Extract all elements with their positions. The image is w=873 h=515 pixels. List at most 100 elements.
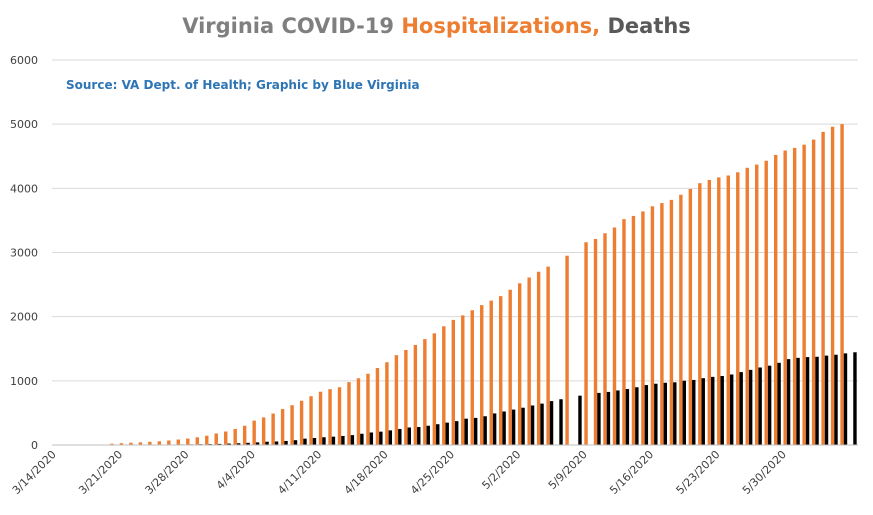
- bar-deaths: [578, 395, 582, 445]
- bar-hospitalizations: [565, 255, 569, 445]
- bar-deaths: [217, 443, 222, 445]
- bar-hospitalizations: [167, 440, 171, 445]
- bar-hospitalizations: [508, 289, 512, 445]
- bar-deaths: [673, 382, 677, 445]
- bar-hospitalizations: [707, 179, 712, 446]
- bar-deaths: [692, 379, 696, 445]
- bar-hospitalizations: [356, 378, 361, 445]
- bar-hospitalizations: [660, 203, 664, 445]
- bar-deaths: [711, 376, 715, 445]
- chart-title-part: Virginia COVID-19: [182, 14, 402, 38]
- y-tick-label: 3000: [10, 247, 38, 260]
- bar-hospitalizations: [110, 443, 114, 445]
- y-tick-label: 2000: [10, 311, 38, 324]
- bar-hospitalizations: [347, 382, 351, 445]
- bar-hospitalizations: [385, 362, 389, 445]
- bar-hospitalizations: [593, 239, 598, 445]
- bar-hospitalizations: [224, 431, 228, 445]
- bar-deaths: [388, 430, 393, 445]
- bar-deaths: [682, 380, 686, 445]
- y-tick-label: 4000: [10, 182, 38, 195]
- bar-hospitalizations: [129, 442, 133, 445]
- bar-hospitalizations: [821, 131, 825, 445]
- bar-deaths: [293, 440, 298, 445]
- bar-hospitalizations: [802, 144, 806, 445]
- bar-hospitalizations: [186, 438, 190, 445]
- bar-deaths: [303, 438, 307, 445]
- bar-hospitalizations: [499, 296, 503, 445]
- bar-hospitalizations: [773, 154, 778, 445]
- bar-hospitalizations: [242, 425, 247, 445]
- bar-hospitalizations: [536, 271, 541, 445]
- bar-hospitalizations: [451, 319, 455, 446]
- chart-title: Virginia COVID-19 Hospitalizations, Deat…: [0, 14, 873, 38]
- bar-deaths: [436, 424, 440, 445]
- bar-deaths: [767, 365, 772, 445]
- bar-hospitalizations: [736, 172, 740, 446]
- bar-hospitalizations: [755, 164, 759, 445]
- bar-hospitalizations: [603, 233, 607, 445]
- bar-deaths: [464, 418, 468, 445]
- bar-hospitalizations: [461, 315, 465, 445]
- bar-deaths: [455, 421, 459, 445]
- bar-deaths: [417, 427, 421, 445]
- bar-deaths: [701, 378, 705, 445]
- bar-hospitalizations: [442, 326, 446, 445]
- bar-hospitalizations: [290, 405, 294, 445]
- bar-hospitalizations: [148, 441, 152, 445]
- bar-hospitalizations: [726, 175, 730, 445]
- bar-hospitalizations: [280, 409, 285, 445]
- bar-hospitalizations: [404, 350, 408, 445]
- bar-deaths: [739, 372, 743, 445]
- bar-hospitalizations: [517, 283, 522, 445]
- bar-hospitalizations: [717, 177, 721, 445]
- bar-deaths: [540, 403, 544, 445]
- bar-hospitalizations: [830, 126, 835, 445]
- bar-deaths: [360, 433, 364, 445]
- bar-deaths: [644, 385, 649, 445]
- bar-deaths: [625, 389, 630, 445]
- y-axis: 0 1000 2000 3000 4000 5000 6000: [10, 54, 38, 452]
- bar-hospitalizations: [366, 373, 370, 445]
- bar-deaths: [331, 436, 336, 445]
- y-tick-label: 5000: [10, 118, 38, 131]
- bar-hospitalizations: [584, 242, 588, 445]
- bar-hospitalizations: [432, 333, 437, 445]
- bar-hospitalizations: [631, 215, 636, 445]
- bar-deaths: [720, 376, 724, 445]
- bar-hospitalizations: [622, 219, 626, 445]
- bar-deaths: [369, 432, 374, 445]
- bar-hospitalizations: [792, 147, 797, 445]
- x-tick-label: 4/18/2020: [342, 448, 391, 497]
- x-tick-label: 5/9/2020: [546, 448, 590, 492]
- bar-deaths: [663, 382, 668, 445]
- bar-hospitalizations: [698, 183, 702, 445]
- bar-deaths: [483, 416, 487, 445]
- bar-hospitalizations: [423, 339, 427, 446]
- bar-deaths: [407, 427, 411, 445]
- x-tick-label: 4/4/2020: [214, 448, 258, 492]
- bar-deaths: [606, 391, 611, 445]
- bar-deaths: [824, 355, 829, 445]
- bar-hospitalizations: [546, 266, 550, 445]
- bar-deaths: [502, 411, 506, 445]
- bar-deaths: [473, 417, 478, 445]
- bar-deaths: [255, 442, 260, 445]
- bar-deaths: [398, 428, 402, 445]
- bar-deaths: [777, 362, 781, 445]
- bar-deaths: [341, 435, 345, 445]
- bar-hospitalizations: [337, 387, 342, 445]
- bar-deaths: [758, 367, 762, 445]
- bar-deaths: [426, 425, 430, 445]
- y-tick-label: 6000: [10, 54, 38, 67]
- bar-hospitalizations: [641, 211, 645, 445]
- x-tick-label: 3/21/2020: [76, 448, 125, 497]
- bar-deaths: [796, 357, 800, 445]
- source-note: Source: VA Dept. of Health; Graphic by B…: [66, 78, 420, 92]
- bar-hospitalizations: [138, 442, 143, 445]
- bar-deaths: [635, 387, 639, 445]
- y-tick-label: 1000: [10, 375, 38, 388]
- bar-deaths: [445, 422, 449, 445]
- bar-hospitalizations: [195, 437, 199, 445]
- bar-deaths: [559, 399, 563, 445]
